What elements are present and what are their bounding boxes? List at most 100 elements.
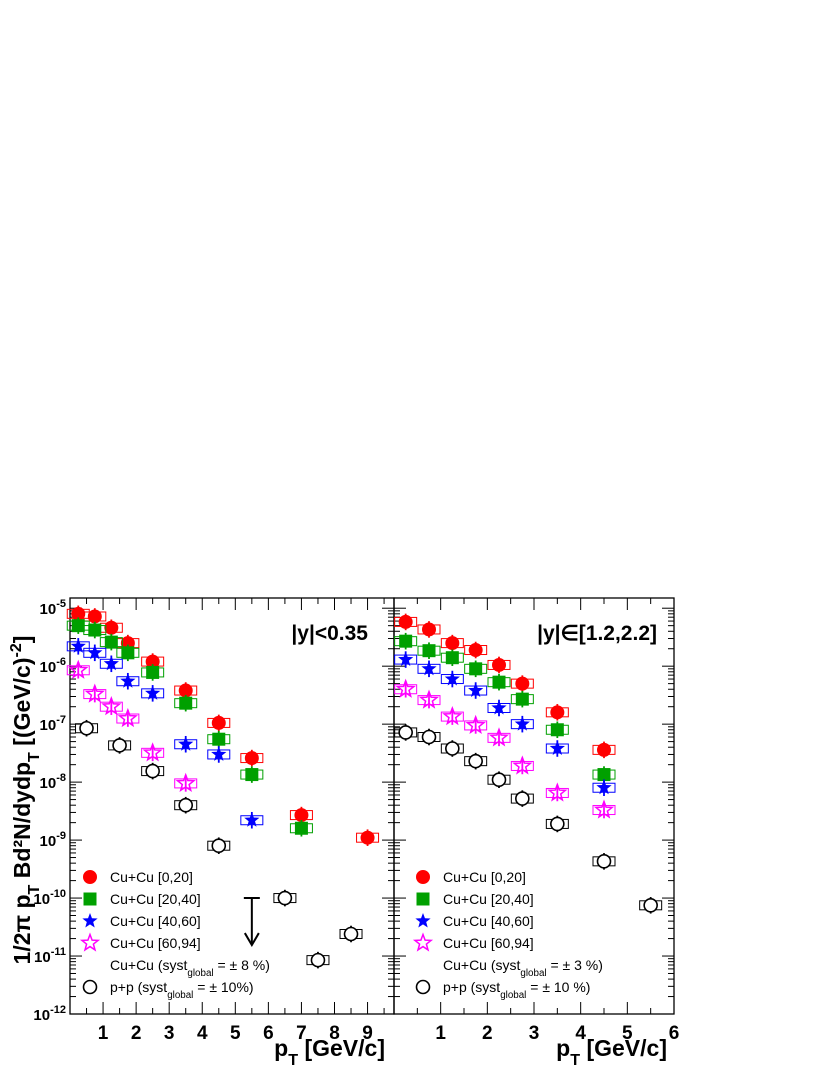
data-point: [445, 636, 460, 651]
y-tick-label: 10-11: [34, 946, 66, 966]
syst-box: [174, 778, 198, 789]
plot-frame: [69, 597, 395, 1015]
syst-box: [116, 713, 140, 724]
syst-box: [487, 732, 511, 743]
data-point: [488, 727, 510, 747]
data-point: [395, 678, 416, 698]
y-axis-label: 1/2π pT Bd²N/dydpT [(GeV/c)-2]: [7, 636, 43, 965]
x-tick-label: 1: [435, 1023, 446, 1044]
data-point: [121, 646, 135, 660]
panel-title: |y|∈[1.2,2.2]: [537, 622, 657, 645]
data-point: [550, 705, 565, 720]
data-point: [103, 655, 119, 671]
data-point: [104, 620, 119, 635]
data-point: [492, 675, 506, 689]
y-tick-label: 10-7: [40, 714, 66, 734]
x-tick-label: 5: [230, 1023, 241, 1044]
data-point: [445, 651, 459, 665]
legend-marker: [82, 979, 98, 995]
data-point: [211, 746, 227, 761]
y-tick-label: 10-6: [40, 656, 66, 676]
data-point: [68, 659, 89, 679]
legend-entry: Cu+Cu [20,40]: [443, 891, 534, 907]
syst-box: [510, 760, 534, 771]
x-tick-label: 6: [669, 1023, 680, 1044]
data-point: [175, 772, 196, 793]
x-tick-label: 4: [197, 1023, 208, 1044]
plot-frame: [393, 597, 675, 1015]
data-point: [244, 812, 260, 827]
legend-entry: Cu+Cu [20,40]: [110, 891, 201, 907]
data-point: [179, 696, 193, 710]
data-point: [422, 644, 436, 658]
data-point: [445, 741, 460, 756]
data-point: [117, 707, 138, 728]
y-tick-label: 10-9: [40, 830, 66, 850]
data-point: [211, 838, 227, 854]
panel-right: 1 2 3 4 5 6 |y|∈[1.2,2.2] Cu+Cu [0,20] Cu+Cu [20…: [393, 597, 680, 1044]
data-point: [468, 753, 483, 769]
x-axis-label-left: pT [GeV/c]: [274, 1035, 385, 1069]
y-tick-label: 10-12: [33, 1004, 66, 1024]
data-point: [597, 768, 611, 782]
data-point: [515, 676, 530, 691]
legend-marker: [412, 932, 434, 952]
data-point: [294, 821, 308, 835]
data-point: [491, 699, 507, 715]
data-point: [549, 740, 565, 755]
data-point: [643, 898, 658, 913]
x-tick-label: 4: [575, 1023, 586, 1044]
data-point: [212, 732, 226, 746]
legend-marker: [82, 913, 98, 928]
legend-marker: [416, 892, 430, 906]
data-point: [145, 763, 160, 779]
data-point: [244, 751, 259, 766]
legend-entry: p+p (systglobal = ± 10%): [110, 979, 254, 1001]
syst-box: [141, 747, 165, 758]
x-tick-label: 9: [362, 1023, 373, 1044]
legend-entry: Cu+Cu [60,94]: [443, 935, 534, 951]
legend-entry: Cu+Cu [40,60]: [110, 913, 201, 929]
data-point: [178, 736, 194, 751]
data-point: [398, 725, 413, 740]
data-point: [398, 651, 414, 667]
legend-entry: Cu+Cu [60,94]: [110, 935, 201, 951]
data-point: [550, 816, 565, 832]
data-point: [422, 622, 436, 637]
data-point: [492, 657, 506, 672]
data-point: [211, 715, 226, 730]
y-tick-label: 10-8: [40, 772, 66, 792]
legend-entry: Cu+Cu [0,20]: [443, 869, 526, 885]
x-tick-label: 2: [131, 1023, 142, 1044]
data-point: [120, 673, 136, 688]
data-point: [465, 714, 486, 735]
data-point: [468, 643, 483, 658]
data-point: [442, 705, 463, 726]
data-point: [514, 716, 530, 731]
syst-box: [99, 701, 123, 712]
y-tick-label: 10-10: [33, 888, 66, 908]
syst-box: [592, 805, 616, 816]
data-point: [468, 682, 484, 698]
data-point: [360, 830, 375, 845]
x-tick-label: 3: [529, 1023, 540, 1044]
data-point: [512, 755, 533, 775]
data-point: [399, 634, 413, 648]
legend-entry: Cu+Cu [0,20]: [110, 869, 193, 885]
data-point: [593, 799, 615, 819]
x-axis-label-right: pT [GeV/c]: [556, 1035, 667, 1069]
data-point: [596, 779, 612, 795]
data-point: [469, 662, 483, 676]
syst-box: [66, 665, 90, 676]
x-tick-label: 5: [622, 1023, 633, 1044]
data-point: [87, 609, 102, 624]
syst-box: [545, 787, 569, 798]
data-point: [515, 692, 529, 706]
data-point: [71, 619, 85, 633]
data-point: [101, 696, 122, 716]
x-tick-label: 2: [482, 1023, 493, 1044]
x-tick-label: 7: [296, 1023, 307, 1044]
y-tick-label: 10-5: [40, 598, 66, 618]
panel-title: |y|<0.35: [291, 622, 368, 645]
